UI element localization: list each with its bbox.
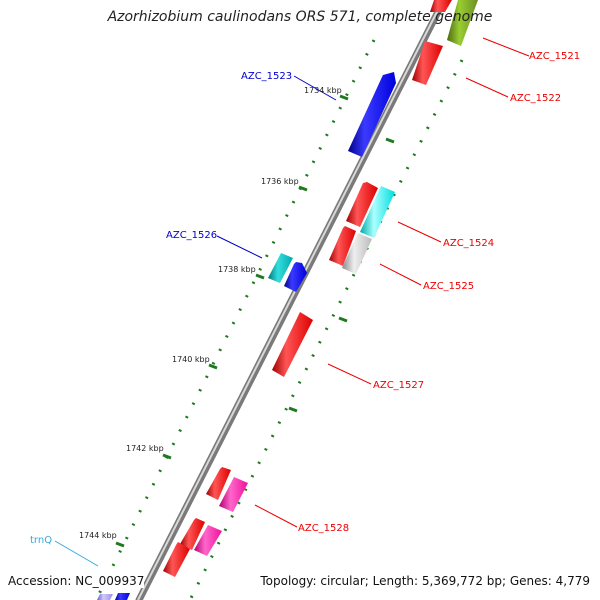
feature-azc-1528[interactable] (219, 477, 248, 512)
genome-backbone-highlight (137, 0, 444, 600)
kbp-label-1740: 1740 kbp (172, 355, 210, 364)
feature-trnq-lavender[interactable] (97, 594, 113, 600)
accession-label: Accession: NC_009937 (8, 574, 145, 588)
feature-lower-magenta[interactable] (194, 525, 222, 556)
kbp-labels: 1734 kbp 1736 kbp 1738 kbp 1740 kbp 1742… (79, 86, 342, 540)
feature-azc-1525[interactable] (342, 233, 372, 274)
feature-azc-1526-teal[interactable] (268, 253, 293, 283)
gene-label-azc-1523[interactable]: AZC_1523 (241, 71, 292, 82)
gene-label-azc-1521[interactable]: AZC_1521 (529, 51, 580, 62)
feature-trnq-blue[interactable] (115, 593, 130, 600)
map-title: Azorhizobium caulinodans ORS 571, comple… (107, 9, 493, 25)
feature-azc-1523[interactable] (348, 72, 396, 157)
major-ticks (115, 94, 395, 548)
kbp-label-1734: 1734 kbp (304, 86, 342, 95)
feature-azc-1524-red[interactable] (346, 182, 378, 227)
gene-label-azc-1525[interactable]: AZC_1525 (423, 281, 474, 292)
gene-features (97, 0, 478, 600)
feature-azc-1521-olive[interactable] (447, 0, 478, 46)
gene-label-azc-1526[interactable]: AZC_1526 (166, 230, 217, 241)
right-tick-track (188, 59, 464, 600)
feature-lower-red-b[interactable] (163, 542, 190, 577)
gene-labels: AZC_1521 AZC_1522 AZC_1523 AZC_1524 AZC_… (30, 51, 580, 546)
left-tick-track (94, 39, 376, 600)
gene-label-azc-1524[interactable]: AZC_1524 (443, 238, 494, 249)
gene-label-trnq[interactable]: trnQ (30, 535, 52, 546)
feature-azc-1524-b[interactable] (329, 226, 356, 266)
label-leaders (54, 37, 530, 567)
feature-azc-1526[interactable] (284, 262, 307, 292)
gene-label-azc-1522[interactable]: AZC_1522 (510, 93, 561, 104)
gene-label-azc-1528[interactable]: AZC_1528 (298, 523, 349, 534)
feature-azc-1524-cyan[interactable] (360, 186, 395, 238)
feature-azc-1527[interactable] (272, 312, 313, 377)
kbp-label-1738: 1738 kbp (218, 265, 256, 274)
feature-azc-1522[interactable] (412, 41, 443, 85)
feature-lower-red-a[interactable] (180, 518, 205, 550)
kbp-label-1736: 1736 kbp (261, 177, 299, 186)
kbp-label-1744: 1744 kbp (79, 531, 117, 540)
feature-azc-1528-red[interactable] (206, 467, 231, 500)
feature-azc-1521-red[interactable] (430, 0, 452, 12)
gene-label-azc-1527[interactable]: AZC_1527 (373, 380, 424, 391)
kbp-label-1742: 1742 kbp (126, 444, 164, 453)
genome-summary: Topology: circular; Length: 5,369,772 bp… (260, 574, 590, 588)
